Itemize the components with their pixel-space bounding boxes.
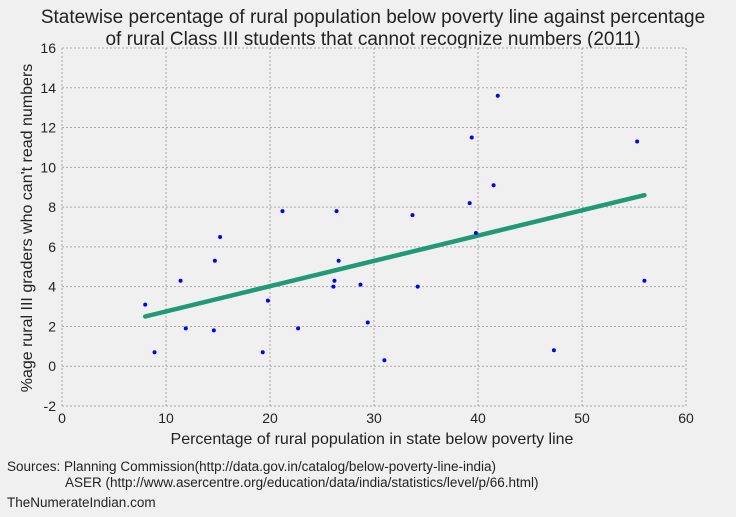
- data-points: [143, 93, 647, 363]
- x-tick-label: 20: [262, 410, 278, 426]
- data-point: [635, 139, 640, 144]
- source-line-2: ASER (http://www.asercentre.org/educatio…: [65, 475, 539, 490]
- data-point: [358, 282, 363, 287]
- gridlines: [61, 47, 687, 407]
- data-point: [211, 328, 216, 333]
- data-point: [336, 258, 341, 263]
- x-tick-label: 10: [158, 410, 174, 426]
- chart-title-line-1: Statewise percentage of rural population…: [41, 7, 705, 28]
- data-point: [642, 278, 647, 283]
- source-line-1: Sources: Planning Commission(http://data…: [7, 459, 496, 474]
- x-tick-label: 30: [366, 410, 382, 426]
- y-tick-label: 6: [48, 239, 56, 255]
- data-point: [218, 234, 223, 239]
- scatter-chart: Statewise percentage of rural population…: [19, 7, 705, 448]
- fit-line-layer: [142, 192, 647, 319]
- y-tick-label: 0: [48, 358, 56, 374]
- data-point: [143, 302, 148, 307]
- y-tick-label: -2: [44, 398, 57, 414]
- y-tick-label: 16: [40, 40, 56, 56]
- chart-title: Statewise percentage of rural population…: [41, 7, 705, 50]
- data-point: [212, 258, 217, 263]
- data-point: [260, 350, 265, 355]
- y-tick-label: 2: [48, 318, 56, 334]
- x-tick-label: 0: [58, 410, 66, 426]
- data-point: [183, 326, 188, 331]
- x-tick-label: 60: [678, 410, 694, 426]
- data-point: [410, 213, 415, 218]
- y-axis-label: %age rural III graders who can't read nu…: [19, 64, 36, 393]
- site-credit: TheNumerateIndian.com: [7, 495, 156, 510]
- data-point: [469, 135, 474, 140]
- data-point: [467, 201, 472, 206]
- data-point: [491, 183, 496, 188]
- x-tick-label: 50: [574, 410, 590, 426]
- data-point: [551, 348, 556, 353]
- data-point: [152, 350, 157, 355]
- data-point: [473, 230, 478, 235]
- y-tick-label: 12: [40, 120, 56, 136]
- data-point: [332, 278, 337, 283]
- x-axis-label: Percentage of rural population in state …: [171, 431, 574, 448]
- y-tick-label: 4: [48, 279, 56, 295]
- data-point: [415, 284, 420, 289]
- y-tick-label: 8: [48, 199, 56, 215]
- chart-title-line-2: of rural Class III students that cannot …: [105, 29, 640, 50]
- y-tick-label: 10: [40, 159, 56, 175]
- plot-area: [62, 48, 686, 406]
- data-point: [265, 298, 270, 303]
- data-point: [334, 209, 339, 214]
- data-point: [365, 320, 370, 325]
- y-tick-label: 14: [40, 80, 56, 96]
- data-point: [178, 278, 183, 283]
- data-point: [331, 284, 336, 289]
- data-point: [495, 93, 500, 98]
- regression-line: [142, 192, 647, 319]
- data-point: [296, 326, 301, 331]
- data-point: [280, 209, 285, 214]
- x-tick-label: 40: [470, 410, 486, 426]
- data-point: [382, 358, 387, 363]
